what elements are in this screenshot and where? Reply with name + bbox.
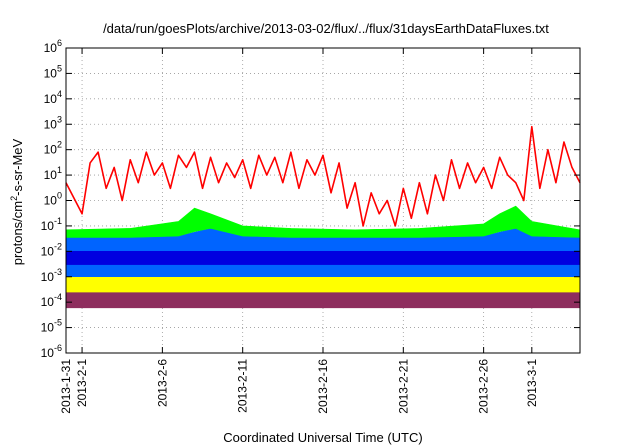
y-tick-label: 10-6 (41, 343, 62, 360)
y-tick-base: 10 (44, 194, 58, 208)
y-tick-label: 103 (44, 114, 62, 131)
y-tick-base: 10 (41, 346, 55, 360)
y-tick-label: 105 (44, 63, 62, 80)
y-tick-exponent: 6 (57, 38, 62, 48)
y-tick-label: 10-2 (41, 241, 62, 258)
y-tick-base: 10 (41, 270, 55, 284)
y-axis-label-suffix: -s-sr-MeV (10, 138, 25, 195)
y-tick-base: 10 (44, 117, 58, 131)
x-tick-label: 2013-1-31 (59, 359, 73, 414)
y-tick-label: 102 (44, 140, 62, 157)
x-tick-label: 2013-2-21 (396, 359, 410, 414)
y-tick-base: 10 (41, 219, 55, 233)
y-tick-exponent: -6 (54, 343, 62, 353)
x-axis-label: Coordinated Universal Time (UTC) (223, 430, 422, 445)
y-tick-label: 106 (44, 38, 62, 55)
y-tick-label: 10-4 (41, 292, 62, 309)
y-axis-label-sup: 2 (9, 196, 19, 201)
y-tick-base: 10 (44, 41, 58, 55)
y-tick-exponent: -2 (54, 241, 62, 251)
y-tick-base: 10 (41, 295, 55, 309)
y-tick-label: 104 (44, 89, 62, 106)
chart-title: /data/run/goesPlots/archive/2013-03-02/f… (103, 21, 549, 36)
y-tick-exponent: -1 (54, 216, 62, 226)
y-tick-exponent: 4 (57, 89, 62, 99)
x-tick-label: 2013-3-1 (525, 359, 539, 407)
y-tick-exponent: -4 (54, 292, 62, 302)
series-band-5 (65, 251, 581, 265)
series-band-0 (65, 291, 581, 309)
y-tick-base: 10 (44, 66, 58, 80)
y-axis-label-prefix: protons/cm (10, 201, 25, 265)
y-tick-exponent: 3 (57, 114, 62, 124)
y-tick-base: 10 (41, 244, 55, 258)
x-tick-label: 2013-2-1 (75, 359, 89, 407)
y-tick-base: 10 (44, 168, 58, 182)
y-tick-exponent: 2 (57, 140, 62, 150)
x-tick-label: 2013-2-11 (236, 359, 250, 413)
x-tick-label: 2013-2-16 (316, 359, 330, 414)
y-tick-exponent: 5 (57, 63, 62, 73)
x-tick-label: 2013-2-26 (477, 359, 491, 414)
x-tick-label: 2013-2-6 (155, 359, 169, 407)
axis-ticks: 10-610-510-410-310-210-11001011021031041… (41, 38, 580, 414)
y-tick-label: 101 (44, 165, 62, 182)
y-tick-exponent: 0 (57, 191, 62, 201)
y-tick-exponent: -5 (54, 318, 62, 328)
y-tick-label: 10-5 (41, 318, 62, 335)
series-band-1 (65, 276, 581, 293)
y-tick-base: 10 (44, 92, 58, 106)
y-tick-label: 100 (44, 191, 62, 208)
y-tick-exponent: -3 (54, 267, 62, 277)
y-tick-base: 10 (44, 143, 58, 157)
y-tick-label: 10-1 (41, 216, 62, 233)
y-tick-base: 10 (41, 321, 55, 335)
y-axis-label: protons/cm2-s-sr-MeV (9, 138, 25, 265)
series-line-6 (65, 125, 581, 227)
y-tick-label: 10-3 (41, 267, 62, 284)
y-tick-exponent: 1 (57, 165, 62, 175)
